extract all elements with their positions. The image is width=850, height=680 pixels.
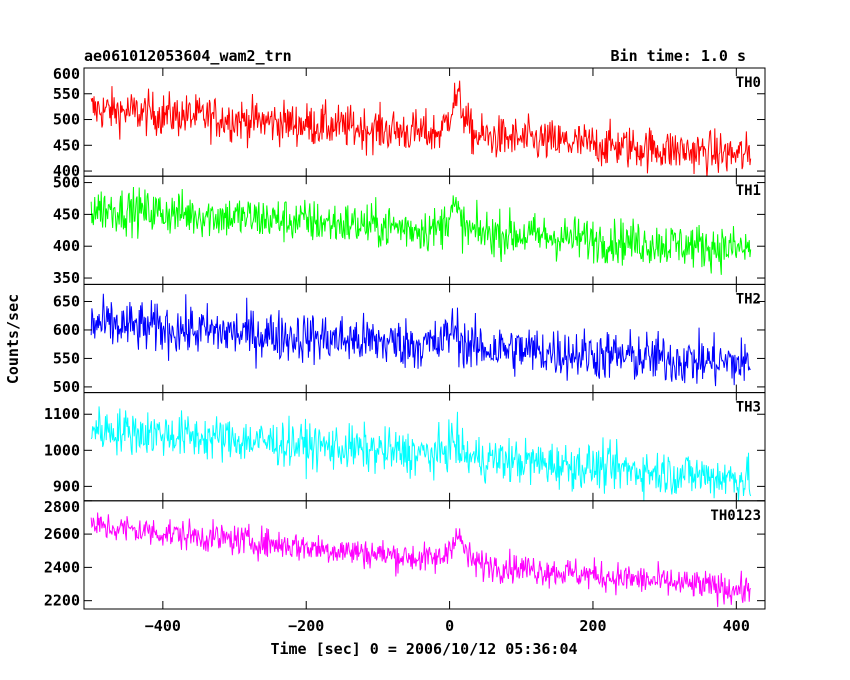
y-tick-label-th1: 350: [53, 269, 80, 287]
y-tick-label-th0123: 2200: [44, 592, 80, 610]
panel-label-th3: TH3: [736, 400, 761, 416]
y-tick-label-th2: 550: [53, 349, 80, 367]
y-tick-label-th0: 450: [53, 136, 80, 154]
panel-frame-th3: [83, 392, 766, 502]
y-axis-label: Counts/sec: [4, 294, 22, 384]
panel-label-th0123: TH0123: [710, 508, 761, 524]
y-tick-label-th2: 500: [53, 378, 80, 396]
y-tick-label-th0123: 2400: [44, 558, 80, 576]
series-line-th0: [90, 80, 752, 177]
y-tick-label-th0: 600: [53, 65, 80, 83]
series-line-th2: [90, 293, 751, 387]
y-tick-label-th0: 550: [53, 85, 80, 103]
panel-label-th0: TH0: [736, 75, 761, 91]
x-tick-label: −400: [145, 617, 181, 635]
series-line-th3: [90, 406, 752, 501]
x-tick-label: 200: [579, 617, 606, 635]
series-line-th1: [90, 186, 752, 275]
y-tick-label-th3: 900: [53, 477, 80, 495]
bin-time-label: Bin time: 1.0 s: [611, 47, 746, 65]
y-tick-label-th0123: 2800: [44, 498, 80, 516]
series-line-th0123: [90, 512, 752, 608]
y-tick-label-th0: 500: [53, 111, 80, 129]
y-tick-label-th3: 1000: [44, 441, 80, 459]
x-tick-label: 0: [445, 617, 454, 635]
panel-label-th1: TH1: [736, 183, 761, 199]
y-tick-label-th0: 400: [53, 162, 80, 180]
y-tick-label-th1: 450: [53, 205, 80, 223]
y-tick-label-th1: 400: [53, 237, 80, 255]
x-tick-label: −200: [288, 617, 324, 635]
y-tick-label-th3: 1100: [44, 405, 80, 423]
chart-title: ae061012053604_wam2_trn: [84, 47, 292, 65]
y-tick-label-th2: 600: [53, 321, 80, 339]
y-tick-label-th0123: 2600: [44, 525, 80, 543]
panel-stack: TH0 400 450 500 550 600 TH1 350 400 450 500 TH2 500 5…: [44, 65, 766, 635]
x-axis-label: Time [sec] 0 = 2006/10/12 05:36:04: [270, 640, 577, 658]
x-tick-label: 400: [723, 617, 750, 635]
y-tick-label-th2: 650: [53, 292, 80, 310]
y-tick-label-th1: 500: [53, 174, 80, 192]
panel-label-th2: TH2: [736, 291, 761, 307]
panel-frame-th0123: [83, 500, 766, 610]
